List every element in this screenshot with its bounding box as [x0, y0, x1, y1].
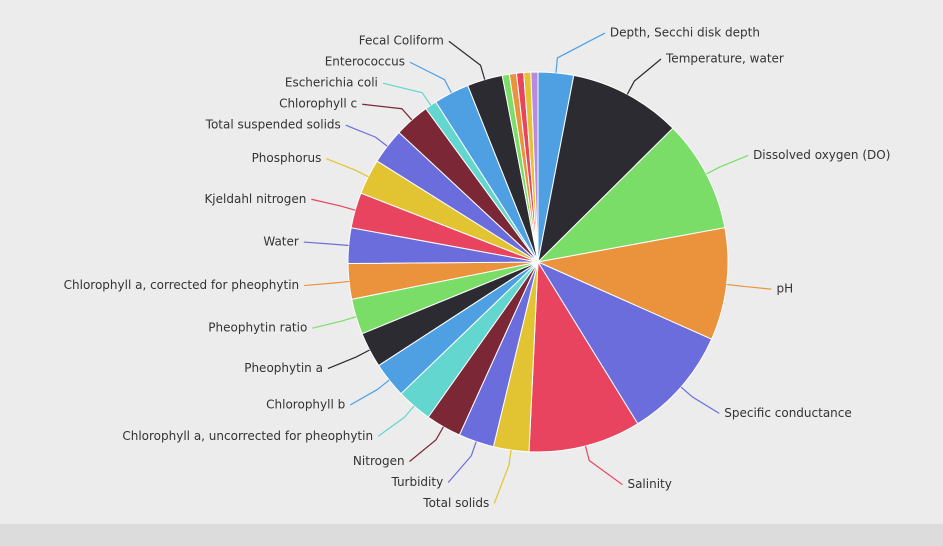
connector — [447, 441, 477, 483]
slice-label: Turbidity — [390, 475, 443, 489]
slice-label: Kjeldahl nitrogen — [204, 192, 306, 206]
slice-label: Fecal Coliform — [359, 34, 444, 48]
connector — [382, 82, 432, 106]
connector — [409, 61, 452, 94]
slice-label: pH — [776, 282, 793, 296]
slice-label: Phosphorus — [252, 151, 322, 165]
connector — [349, 379, 390, 406]
slice-label: Enterococcus — [325, 55, 405, 69]
pie-slice — [537, 74, 674, 264]
connector — [304, 280, 350, 287]
connector — [726, 283, 772, 290]
slice-label: Nitrogen — [353, 454, 405, 468]
footer-strip — [0, 524, 943, 546]
connector — [706, 154, 749, 175]
connector — [303, 241, 349, 247]
slice-label: Chlorophyll b — [266, 397, 345, 411]
slice-label: Total suspended solids — [205, 118, 341, 132]
pie-slice — [536, 227, 729, 340]
connector — [584, 445, 623, 486]
slice-label: Chlorophyll a, corrected for pheophytin — [64, 278, 300, 292]
connector — [327, 349, 370, 370]
connector — [680, 386, 720, 414]
slice-label: Total solids — [422, 496, 489, 510]
slice-label: Specific conductance — [724, 406, 852, 420]
slice-label: Water — [263, 235, 299, 249]
connector — [377, 405, 415, 437]
slice-label: Depth, Secchi disk depth — [610, 26, 760, 40]
connector — [362, 103, 413, 121]
connector — [626, 58, 662, 95]
slice-label: Escherichia coli — [285, 76, 378, 90]
connector — [345, 124, 388, 147]
connector — [326, 158, 369, 178]
connector — [493, 450, 512, 504]
connector — [409, 426, 444, 462]
pie-slice — [530, 71, 539, 263]
slice-label: Chlorophyll a, uncorrected for pheophyti… — [122, 429, 373, 443]
slice-label: Pheophytin a — [244, 361, 323, 375]
slice-label: Temperature, water — [665, 51, 784, 65]
slice-label: Dissolved oxygen (DO) — [753, 148, 890, 162]
connector — [555, 32, 606, 73]
slice-label: Chlorophyll c — [279, 97, 357, 111]
pie-slice — [536, 127, 726, 263]
slice-label: Salinity — [627, 477, 671, 491]
connector — [312, 316, 357, 329]
connector — [448, 40, 486, 80]
connector — [311, 198, 356, 211]
slice-label: Pheophytin ratio — [208, 321, 307, 335]
